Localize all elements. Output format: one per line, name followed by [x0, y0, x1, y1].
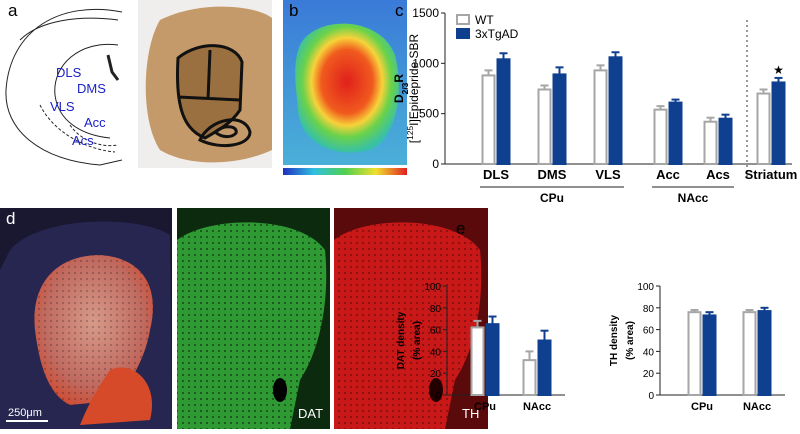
bar [756, 92, 771, 165]
y-axis-label-part: TH density [609, 315, 620, 367]
y-axis-label: [125I]Epidepride SBR [405, 33, 421, 143]
y-tick-label: 20 [643, 369, 655, 380]
annotation: ★ [773, 63, 784, 77]
y-tick-label: 1500 [412, 6, 439, 20]
legend-label: WT [475, 13, 494, 27]
y-tick-label: 20 [430, 369, 442, 380]
bar [653, 108, 668, 165]
y-tick-label: 100 [424, 282, 441, 293]
x-tick-label: NAcc [523, 401, 551, 413]
y-tick-label: 0 [648, 391, 654, 402]
y-tick-label: 80 [643, 304, 655, 315]
y-axis-label: (% area) [625, 321, 636, 360]
bar [703, 120, 718, 165]
x-tick-label: DLS [483, 167, 509, 182]
bar [537, 88, 552, 165]
x-tick-label: NAcc [743, 401, 771, 413]
y-tick-label: 0 [435, 391, 441, 402]
y-tick-label: 40 [430, 347, 442, 358]
atlas-label: VLS [50, 99, 75, 114]
y-tick-label: 80 [430, 304, 442, 315]
bar [496, 58, 511, 166]
bar [771, 81, 786, 165]
bar [608, 56, 623, 165]
bar [742, 311, 757, 396]
atlas-label: DMS [77, 81, 106, 96]
panel-label: e [456, 219, 465, 238]
panel-label: b [289, 1, 298, 20]
y-axis-label-part: [ [407, 139, 421, 143]
bar [757, 310, 772, 397]
atlas-label: Acs [72, 133, 94, 148]
bar [481, 74, 496, 165]
y-axis-label-part: D [392, 94, 406, 103]
y-axis-label-part: (% area) [412, 321, 423, 360]
group-label: NAcc [678, 191, 709, 205]
bar [537, 339, 552, 396]
atlas-label: Acc [84, 115, 106, 130]
y-tick-label: 100 [637, 282, 654, 293]
heatmap [283, 0, 407, 175]
bar [485, 323, 500, 396]
x-tick-label: VLS [595, 167, 621, 182]
y-axis-label-part: (% area) [625, 321, 636, 360]
bar [552, 73, 567, 165]
y-tick-label: 60 [643, 326, 655, 337]
y-axis-label: (% area) [412, 321, 423, 360]
panel-label: c [395, 1, 404, 20]
brain-photo [138, 0, 272, 168]
y-tick-label: 40 [643, 347, 655, 358]
image-label: TH [462, 406, 479, 421]
y-tick-label: 500 [419, 107, 439, 121]
y-axis-label: TH density [609, 315, 620, 367]
scale-label: 250μm [8, 407, 42, 419]
micrograph-th [334, 208, 488, 429]
atlas-label: DLS [56, 65, 82, 80]
y-axis-label-part: R [392, 74, 406, 83]
x-tick-label: CPu [474, 401, 496, 413]
y-tick-label: 60 [430, 326, 442, 337]
bar [668, 101, 683, 165]
x-tick-label: Acs [706, 167, 730, 182]
legend-label: 3xTgAD [475, 27, 519, 41]
bar [522, 359, 537, 396]
y-axis-label-part: DAT density [396, 311, 407, 369]
bar [687, 311, 702, 396]
y-axis-label-part: I]Epidepride SBR [407, 33, 421, 125]
legend-swatch [456, 28, 470, 39]
group-label: CPu [540, 191, 564, 205]
y-axis-label-part: 2/3 [400, 82, 410, 94]
y-axis-label: DAT density [396, 311, 407, 369]
bar [470, 326, 485, 397]
legend-swatch [456, 14, 470, 25]
y-tick-label: 1000 [412, 56, 439, 70]
atlas-drawing [5, 8, 123, 166]
x-tick-label: Striatum [745, 167, 798, 182]
x-tick-label: Acc [656, 167, 680, 182]
micrograph-dat [177, 208, 330, 429]
bar [718, 117, 733, 165]
micrograph-merge [0, 208, 172, 429]
panel-label: d [6, 209, 15, 228]
bar [593, 69, 608, 165]
bar [702, 314, 717, 396]
y-axis-label: D2/3R [392, 74, 410, 103]
y-tick-label: 0 [432, 157, 439, 171]
y-axis-label-part: 125 [405, 126, 415, 140]
image-label: DAT [298, 406, 323, 421]
panel-label: a [8, 1, 18, 20]
x-tick-label: CPu [691, 401, 713, 413]
x-tick-label: DMS [538, 167, 567, 182]
